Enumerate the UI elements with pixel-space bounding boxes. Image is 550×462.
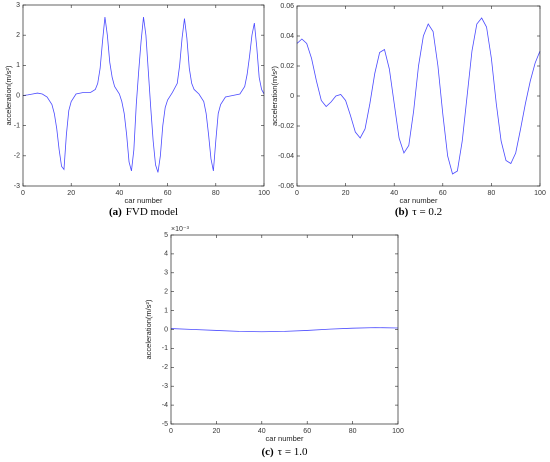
caption-text: τ = 1.0 [278,446,308,458]
data-line [22,17,265,173]
x-tick-label: 100 [534,190,546,197]
y-tick-label: -5 [162,421,168,428]
plot-area [171,235,398,424]
x-tick-label: 20 [213,428,221,435]
y-tick-label: 0.04 [280,33,294,40]
plot-area [297,6,540,186]
y-tick-label: -0.06 [278,183,294,190]
x-tick-label: 60 [439,190,447,197]
x-tick-label: 40 [258,428,266,435]
y-tick-label: 5 [164,232,168,239]
y-tick-label: 0 [16,92,20,99]
caption: (a) FVD model [109,206,178,218]
x-tick-label: 0 [295,190,299,197]
y-tick-label: -1 [162,345,168,352]
x-tick-label: 80 [349,428,357,435]
y-tick-label: 2 [164,289,168,296]
y-multiplier: ×10⁻³ [171,226,190,233]
x-axis-label: car number [400,196,438,205]
caption-text: τ = 0.2 [412,206,442,218]
y-tick-label: 0 [164,326,168,333]
caption: (c) τ = 1.0 [261,446,308,458]
y-tick-label: -0.04 [278,153,294,160]
y-tick-label: 0 [290,93,294,100]
y-tick-label: 0.02 [280,63,294,70]
x-tick-label: 40 [390,190,398,197]
y-tick-label: -1 [14,123,20,130]
caption-label: (b) [395,206,409,218]
caption-label: (c) [261,446,274,458]
data-line [296,17,541,175]
data-line [170,327,399,333]
caption: (b) τ = 0.2 [395,206,442,218]
y-tick-label: -3 [162,383,168,390]
x-tick-label: 100 [258,190,270,197]
y-axis-label: acceleration(m/s²) [270,65,279,126]
y-tick-label: 1 [16,62,20,69]
x-tick-label: 20 [342,190,350,197]
x-tick-label: 80 [488,190,496,197]
x-tick-label: 0 [169,428,173,435]
caption-text: FVD model [126,206,178,218]
y-tick-label: 3 [16,2,20,9]
x-tick-label: 100 [392,428,404,435]
x-tick-label: 40 [116,190,124,197]
y-tick-label: -4 [162,402,168,409]
x-tick-label: 0 [21,190,25,197]
y-tick-label: 4 [164,251,168,258]
y-tick-label: -2 [14,153,20,160]
y-tick-label: -3 [14,183,20,190]
y-tick-label: 0.06 [280,3,294,10]
y-tick-label: 2 [16,32,20,39]
y-tick-label: 1 [164,307,168,314]
x-tick-label: 80 [212,190,220,197]
caption-label: (a) [109,206,122,218]
y-axis-label: acceleration(m/s²) [4,65,13,126]
y-tick-label: 3 [164,270,168,277]
y-tick-label: -2 [162,364,168,371]
x-axis-label: car number [125,196,163,205]
y-axis-label: acceleration(m/s²) [144,299,153,360]
plot-area [23,5,264,186]
x-tick-label: 60 [303,428,311,435]
x-axis-label: car number [266,434,304,443]
x-tick-label: 20 [67,190,75,197]
x-tick-label: 60 [164,190,172,197]
y-tick-label: -0.02 [278,123,294,130]
